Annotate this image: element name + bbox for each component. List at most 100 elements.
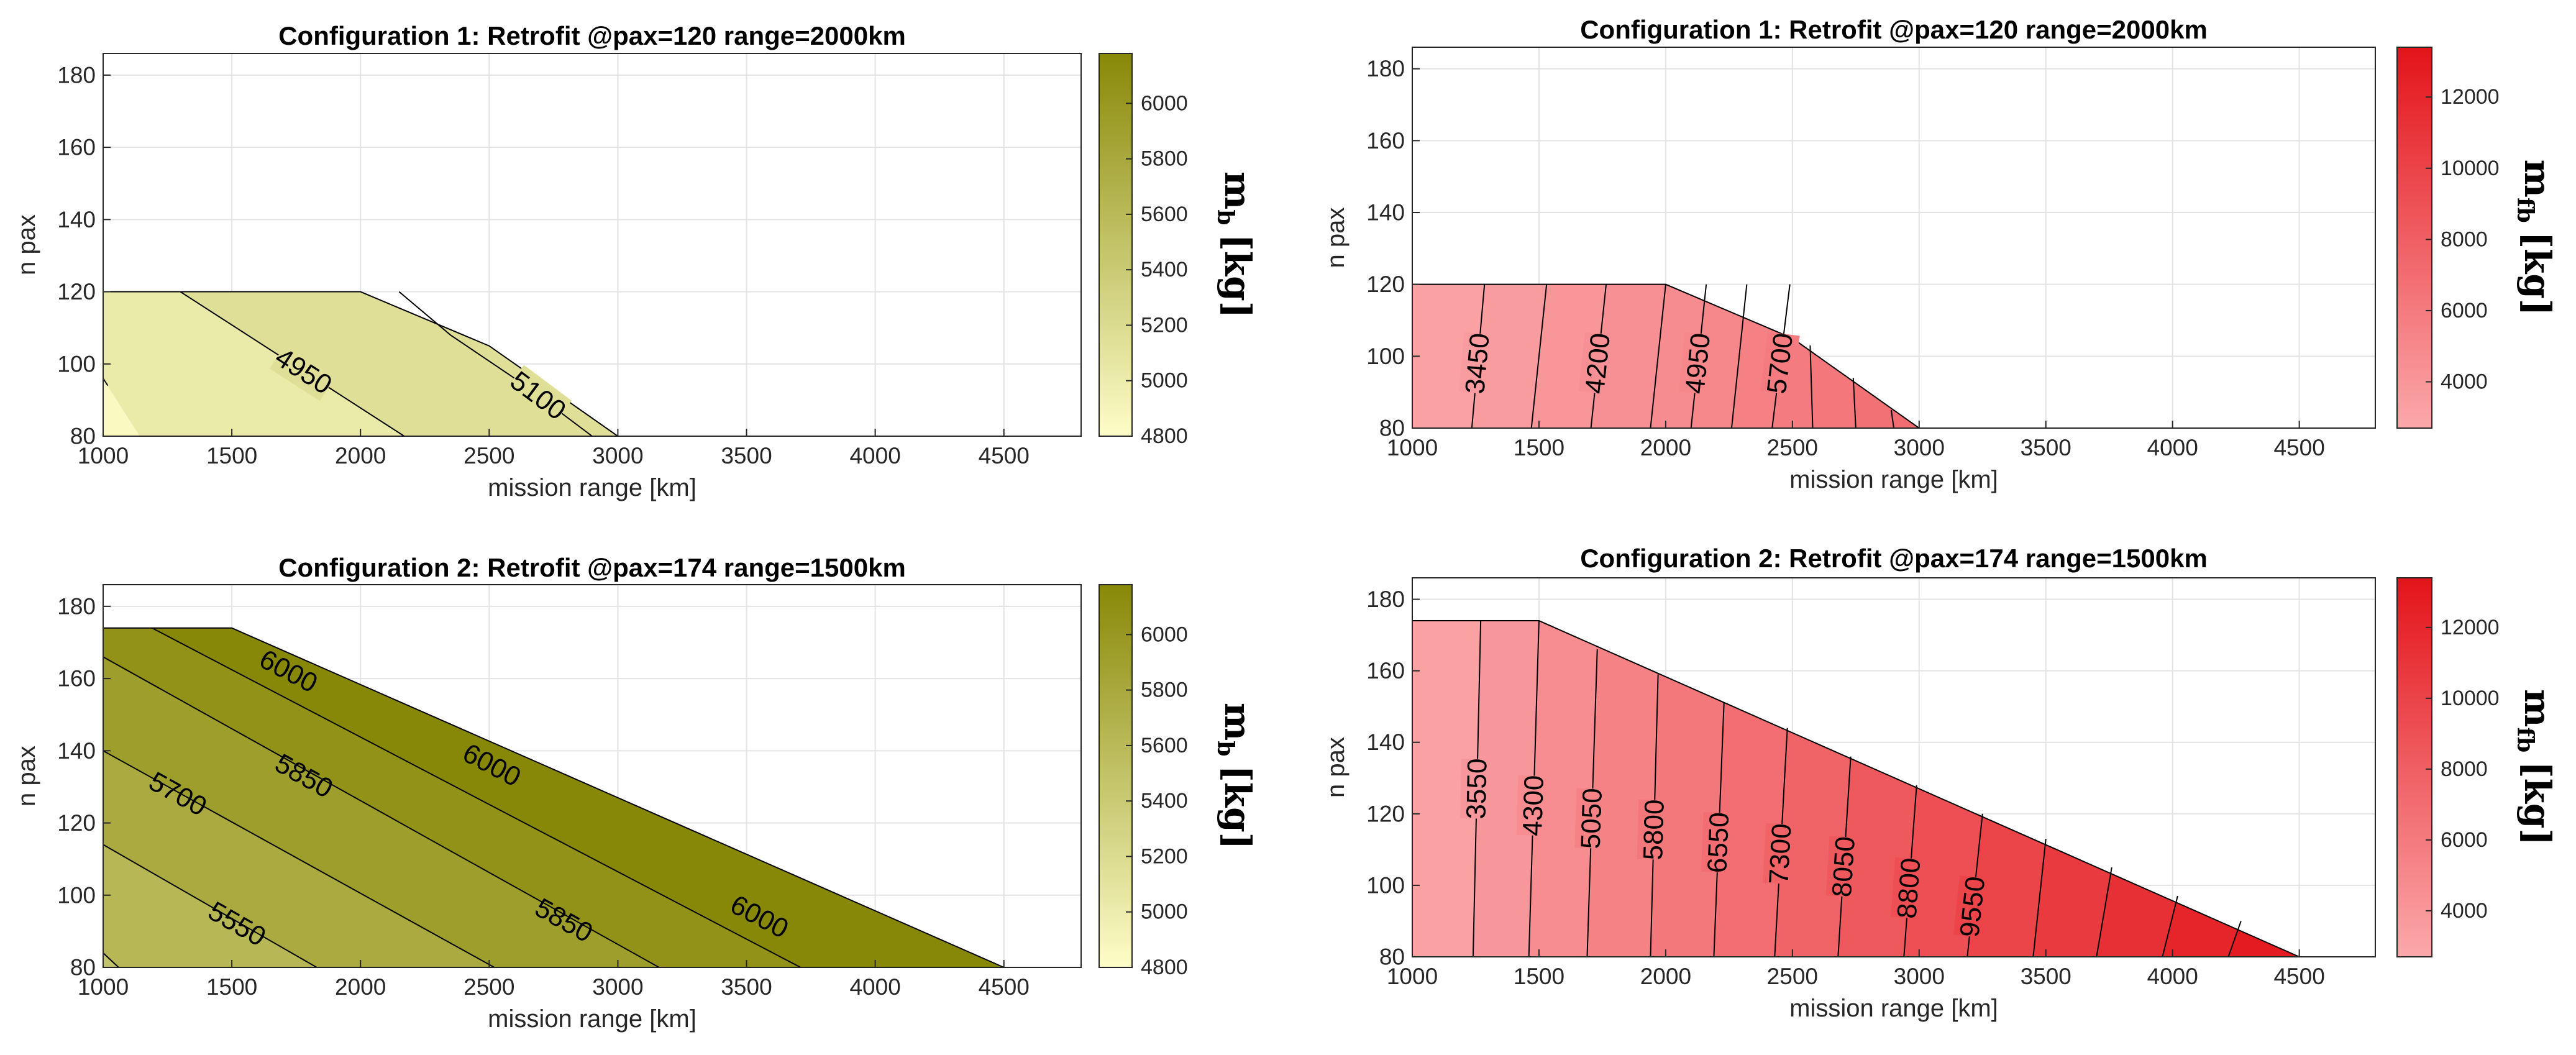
x-tick-label: 3000 [592, 443, 643, 468]
contour-label: 5050 [1576, 788, 1608, 849]
colorbar-label: mfb [kg] [2512, 689, 2559, 846]
contour-label-bg [1637, 799, 1671, 861]
y-tick-label: 180 [57, 593, 96, 619]
colorbar-label-unit: [kg] [2516, 761, 2559, 846]
chart-title: Configuration 2: Retrofit @pax=174 range… [278, 553, 906, 582]
colorbar-tick-label: 5400 [1141, 258, 1188, 281]
contour-label: 5800 [1638, 799, 1670, 861]
axes-box [1412, 577, 2376, 957]
contour-label: 4300 [1517, 775, 1550, 836]
contour-label: 7300 [1763, 823, 1797, 885]
x-tick-label: 2000 [335, 974, 386, 1000]
x-axis-label: mission range [km] [1789, 466, 1998, 493]
contour-line [1650, 284, 1666, 429]
contour-label-bg [1459, 758, 1494, 820]
colorbar-tick-label: 12000 [2441, 616, 2500, 639]
colorbar-tick-label: 5200 [1141, 313, 1188, 337]
y-tick-label: 180 [57, 62, 96, 88]
contour-line [2227, 921, 2242, 957]
colorbar-label-sub: fb [2512, 198, 2538, 223]
colorbar-label-unit: [kg] [1217, 765, 1259, 849]
contour-label: 8050 [1827, 836, 1861, 898]
colorbar-tick-label: 5400 [1141, 789, 1188, 813]
axes-box [1412, 47, 2376, 429]
contour-label-bg [1760, 332, 1800, 395]
x-tick-label: 1500 [1514, 964, 1564, 989]
x-tick-label: 1500 [206, 974, 257, 1000]
colorbar-label: mb [kg] [1212, 703, 1259, 849]
x-tick-label: 2500 [464, 443, 514, 468]
x-axis-label: mission range [km] [488, 1005, 697, 1033]
contour-label: 4950 [1679, 332, 1716, 396]
contour-line [152, 627, 801, 968]
chart-panel-tr: 3450 4200 4950 5700 1000 1500 2000 2500 3000 3500… [1322, 15, 2559, 493]
contour-label-bg [1762, 823, 1799, 885]
contour-label: 5700 [1761, 331, 1799, 395]
axes-box [103, 53, 1082, 437]
x-tick-label: 1500 [1514, 435, 1564, 460]
contour-line [1852, 377, 1857, 429]
y-tick-label: 160 [57, 666, 96, 692]
x-tick-label: 3500 [2021, 435, 2071, 460]
x-tick-label: 1000 [1387, 964, 1438, 989]
contour-label-bg [1825, 836, 1862, 898]
contour-label: 3550 [1461, 758, 1492, 820]
y-tick-label: 160 [57, 135, 96, 160]
y-tick-label: 160 [1366, 128, 1405, 153]
colorbar-label-main: m [1217, 703, 1259, 741]
y-axis-label: n pax [1322, 208, 1350, 268]
contour-label-bg [270, 341, 337, 401]
colorbar [1098, 53, 1133, 437]
colorbar-tick-label: 8000 [2441, 757, 2488, 781]
colorbar-tick-label: 4800 [1141, 424, 1188, 448]
x-tick-label: 1500 [206, 443, 257, 468]
colorbar-tick-label: 6000 [1141, 623, 1188, 646]
x-axis-label: mission range [km] [488, 474, 697, 501]
contour-line [103, 952, 119, 968]
x-tick-label: 2000 [1640, 435, 1691, 460]
colorbar [2396, 577, 2432, 957]
contour-label-bg [1678, 332, 1717, 395]
y-axis-label: n pax [1322, 737, 1350, 798]
contour-line [2096, 867, 2112, 957]
x-tick-label: 3000 [1894, 435, 1945, 460]
y-tick-label: 160 [1366, 658, 1405, 683]
x-tick-label: 3500 [721, 443, 772, 468]
contour-line [1809, 345, 1814, 429]
y-tick-label: 100 [57, 882, 96, 908]
contour-label-bg [1578, 332, 1617, 395]
x-tick-label: 1000 [1387, 435, 1438, 460]
contour-line [2032, 838, 2047, 957]
x-tick-label: 3000 [592, 974, 643, 1000]
colorbar-label: mfb [kg] [2512, 160, 2559, 316]
colorbar-label-main: m [2516, 160, 2559, 198]
y-tick-label: 180 [1366, 587, 1405, 612]
contour-label-bg [1891, 857, 1927, 920]
x-tick-label: 2500 [1767, 964, 1818, 989]
colorbar-label-unit: [kg] [1217, 234, 1259, 318]
colorbar-label: mb [kg] [1212, 171, 1259, 318]
y-tick-label: 80 [1379, 944, 1405, 970]
contour-line [1890, 409, 1894, 429]
y-tick-label: 120 [57, 279, 96, 304]
colorbar-tick-label: 5800 [1141, 147, 1188, 171]
colorbar-tick-label: 5200 [1141, 844, 1188, 868]
contour-line [2162, 895, 2178, 957]
contour-label-bg [1458, 332, 1497, 395]
x-tick-label: 3000 [1894, 964, 1945, 989]
chart-panel-br: 3550 4300 5050 5800 6550 7300 8050 8800 9550 1000… [1322, 544, 2559, 1022]
colorbar-label-sub: fb [2512, 728, 2538, 753]
colorbar-tick-label: 10000 [2441, 687, 2500, 710]
colorbar-tick-label: 4800 [1141, 956, 1188, 979]
y-tick-label: 100 [57, 351, 96, 377]
y-axis-label: n pax [13, 214, 40, 275]
contour-label-bg [1953, 875, 1992, 938]
colorbar-tick-label: 5000 [1141, 369, 1188, 393]
x-tick-label: 1000 [78, 443, 129, 468]
colorbar-tick-label: 6000 [2441, 299, 2488, 322]
y-tick-label: 140 [57, 207, 96, 232]
y-tick-label: 140 [1366, 200, 1405, 226]
colorbar-tick-label: 10000 [2441, 157, 2500, 180]
